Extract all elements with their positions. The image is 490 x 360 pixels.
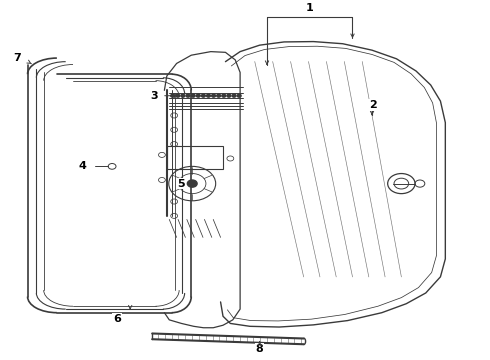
Circle shape [191, 94, 195, 97]
Text: 3: 3 [151, 91, 158, 101]
Text: 4: 4 [79, 161, 87, 171]
Text: 7: 7 [13, 53, 21, 63]
Text: 6: 6 [113, 314, 121, 324]
Circle shape [196, 94, 200, 97]
Circle shape [222, 94, 226, 97]
Circle shape [206, 94, 210, 97]
Circle shape [232, 94, 236, 97]
Text: 8: 8 [256, 344, 264, 354]
Text: 2: 2 [369, 100, 377, 110]
Circle shape [186, 94, 190, 97]
Circle shape [201, 94, 205, 97]
Text: 1: 1 [306, 3, 314, 13]
Circle shape [217, 94, 221, 97]
Circle shape [227, 94, 231, 97]
Circle shape [237, 94, 241, 97]
Circle shape [176, 94, 180, 97]
Circle shape [187, 180, 197, 187]
Circle shape [181, 94, 185, 97]
Bar [167, 146, 223, 169]
Text: 5: 5 [177, 179, 184, 189]
Circle shape [171, 94, 174, 97]
Circle shape [212, 94, 216, 97]
